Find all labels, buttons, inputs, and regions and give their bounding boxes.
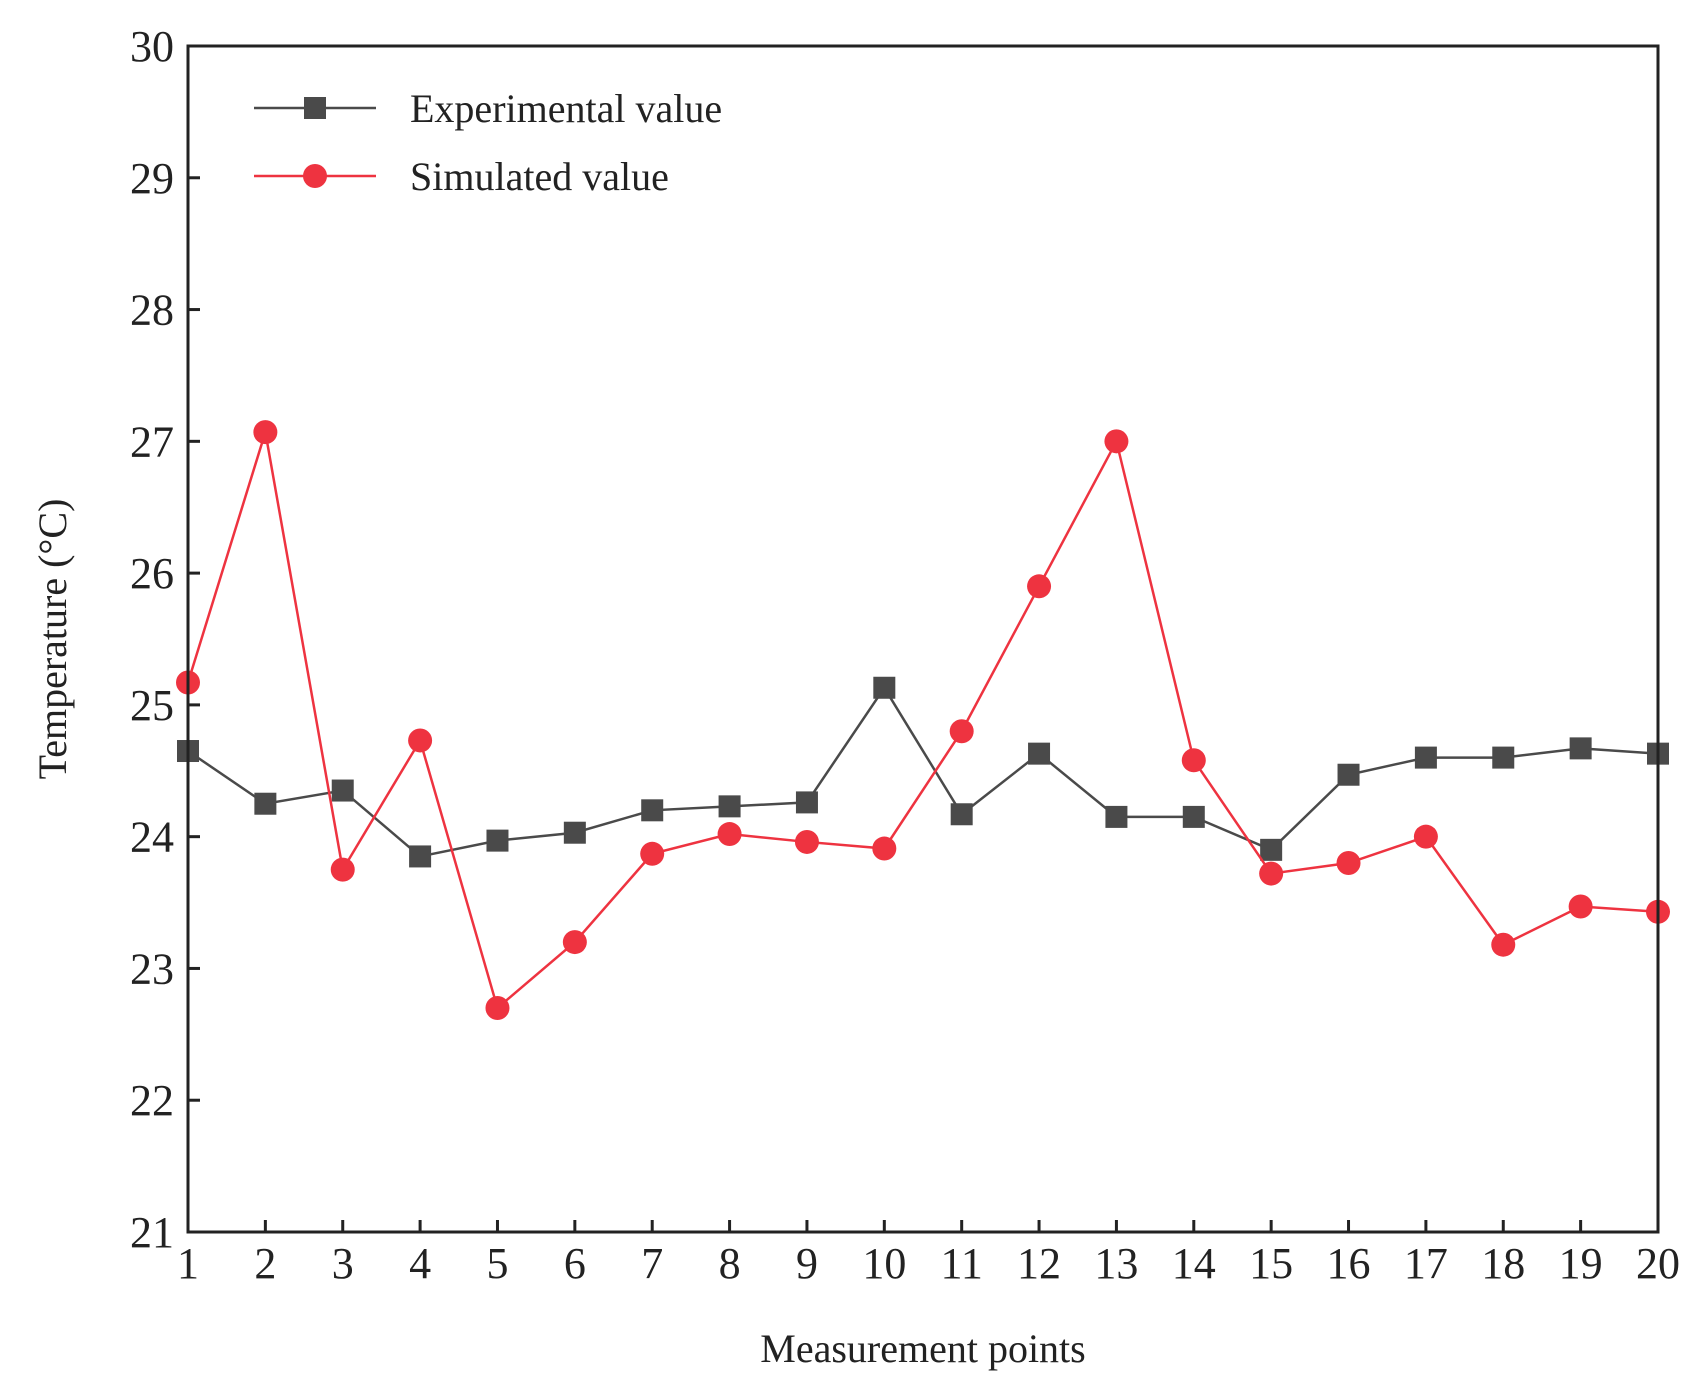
data-point-square [486,829,509,852]
x-tick-label: 4 [409,1239,431,1288]
data-point-circle [562,930,587,955]
series-line [186,431,1659,1011]
series-line [187,685,1659,858]
y-tick-label: 28 [130,286,174,335]
data-point-square [331,779,354,802]
data-point-square [641,799,664,822]
y-tick-label: 24 [130,813,174,862]
x-tick-label: 7 [641,1239,663,1288]
data-point-circle [872,836,897,861]
x-tick-label: 10 [862,1239,906,1288]
y-tick-label: 21 [130,1208,174,1257]
data-point-circle [717,822,742,847]
x-tick-label: 15 [1249,1239,1293,1288]
data-point-square [1260,838,1283,861]
data-point-circle [1027,574,1052,599]
data-point-square [1337,763,1360,786]
y-tick-label: 23 [130,944,174,993]
x-tick-label: 9 [796,1239,818,1288]
data-point-square [873,676,896,699]
series-layer [176,420,1670,1020]
series-2 [176,420,1670,1020]
x-tick-label: 5 [486,1239,508,1288]
x-tick-label: 3 [332,1239,354,1288]
legend-entry: Simulated value [254,154,669,199]
legend: Experimental value Simulated value [254,86,722,199]
legend-entry: Experimental value [254,86,722,131]
data-point-square [795,791,818,814]
data-point-circle [485,995,510,1020]
legend-marker-square [304,97,326,119]
x-tick-label: 6 [564,1239,586,1288]
x-tick-label: 12 [1017,1239,1061,1288]
y-tick-label: 30 [130,22,174,71]
y-tick-label: 22 [130,1076,174,1125]
x-tick-label: 13 [1094,1239,1138,1288]
x-tick-label: 20 [1636,1239,1680,1288]
legend-label: Simulated value [410,154,669,199]
x-tick-label: 11 [940,1239,982,1288]
legend-marker-circle [303,164,327,188]
data-point-square [1414,746,1437,769]
x-tick-label: 18 [1481,1239,1525,1288]
data-point-square [254,792,277,815]
x-tick-label: 8 [719,1239,741,1288]
data-point-square [718,795,741,818]
x-tick-label: 2 [254,1239,276,1288]
x-tick-label: 19 [1559,1239,1603,1288]
data-point-circle [1336,851,1361,876]
data-point-circle [253,420,278,445]
data-point-square [1105,805,1128,828]
data-point-circle [949,719,974,744]
data-point-circle [1568,894,1593,919]
x-axis-title: Measurement points [760,1326,1086,1371]
data-point-circle [1259,861,1284,886]
data-point-square [1182,805,1205,828]
y-tick-label: 29 [130,154,174,203]
x-tick-label: 14 [1172,1239,1216,1288]
data-point-circle [1181,748,1206,773]
data-point-circle [1491,932,1516,957]
data-point-square [1492,746,1515,769]
data-point-circle [640,841,665,866]
y-axis-ticks: 21 22 23 24 25 26 27 28 29 30 [130,22,200,1257]
y-tick-label: 27 [130,417,174,466]
data-point-square [1028,742,1051,765]
data-point-square [1569,737,1592,760]
y-tick-label: 25 [130,681,174,730]
data-point-circle [1104,429,1129,454]
data-point-square [950,803,973,826]
x-tick-label: 17 [1404,1239,1448,1288]
data-point-square [563,821,586,844]
data-point-circle [330,857,355,882]
legend-label: Experimental value [410,86,722,131]
y-axis-title: Temperature (°C) [30,499,75,780]
y-tick-label: 26 [130,549,174,598]
series-1 [177,676,1669,868]
x-axis-ticks: 1 2 3 4 5 6 7 8 9 10 11 12 13 14 15 16 17 18 19 20 [177,1220,1680,1288]
data-point-circle [794,829,819,854]
plot-frame [186,44,1660,1234]
data-point-circle [1413,824,1438,849]
x-tick-label: 16 [1327,1239,1371,1288]
data-point-square [409,845,432,868]
x-tick-label: 1 [177,1239,199,1288]
data-point-circle [408,728,433,753]
